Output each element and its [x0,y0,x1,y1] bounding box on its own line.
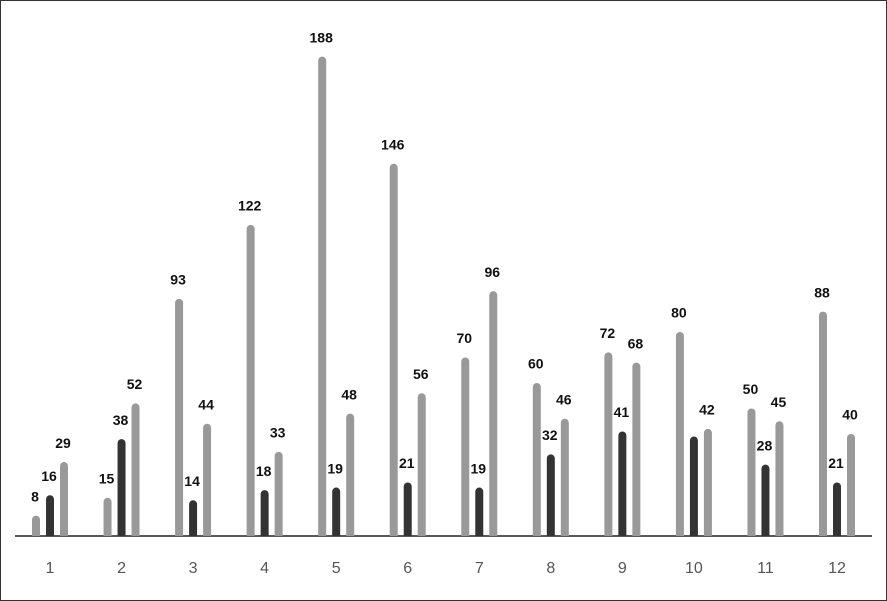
value-label: 21 [828,455,844,471]
value-label: 33 [270,425,286,441]
bar [318,56,327,536]
value-label: 38 [113,412,129,428]
value-label: 19 [470,460,486,476]
x-tick-label: 12 [828,560,846,577]
x-tick-label: 2 [117,560,126,577]
bar [260,490,269,536]
x-tick-label: 3 [189,560,198,577]
bar [461,357,470,536]
bar [417,393,426,536]
value-label: 48 [341,386,357,402]
bar [203,423,212,536]
bar [117,439,126,536]
bar [532,383,541,536]
value-label: 8 [31,488,39,504]
bar [403,482,412,536]
bar [60,462,68,536]
bar [475,487,484,536]
bar [703,428,712,536]
bar [274,451,283,536]
value-label: 15 [99,470,115,486]
value-label: 80 [671,305,687,321]
value-label: 14 [184,473,200,489]
value-label: 60 [528,356,544,372]
x-tick-label: 1 [46,560,55,577]
x-tick-label: 11 [757,560,774,577]
bar [560,418,569,536]
value-label: 45 [771,394,787,410]
bar [346,413,355,536]
bar [819,311,827,536]
bar [189,500,198,536]
bar [847,434,855,536]
bar [747,408,756,536]
bar [332,487,341,536]
bar [689,436,698,536]
value-label: 52 [127,376,143,392]
value-label: 18 [256,463,272,479]
value-label: 93 [170,272,186,288]
value-label: 19 [327,460,343,476]
value-label: 41 [614,404,630,420]
x-tick-label: 5 [332,560,341,577]
value-label: 70 [456,330,472,346]
value-label: 32 [542,427,558,443]
bar [103,497,112,536]
x-tick-label: 8 [546,560,555,577]
value-label: 16 [41,468,57,484]
value-label: 40 [842,407,858,423]
bar [632,362,641,536]
bar [675,332,684,536]
value-label: 56 [413,366,429,382]
bar [489,291,498,536]
bar [761,464,770,536]
bar [604,352,613,536]
value-label: 122 [238,198,262,214]
bar [131,403,140,536]
value-label: 46 [556,391,572,407]
bar [32,515,40,536]
x-tick-label: 7 [475,560,484,577]
value-label: 146 [381,136,405,152]
x-tick-label: 4 [260,560,269,577]
x-tick-label: 6 [403,560,412,577]
value-label: 68 [628,335,644,351]
value-label: 28 [757,437,773,453]
value-label: 88 [814,284,830,300]
value-label: 72 [600,325,616,341]
bar [618,431,627,536]
value-label: 188 [310,29,334,45]
bar [175,298,184,536]
value-label: 44 [198,397,214,413]
bar [775,421,784,536]
bar [833,482,841,536]
bar [389,163,398,536]
value-label: 50 [743,381,759,397]
bar [546,454,555,536]
bar [246,224,255,536]
x-tick-label: 9 [618,560,627,577]
value-label: 42 [699,402,715,418]
value-label: 96 [484,264,500,280]
bar [46,495,54,536]
value-label: 21 [399,455,415,471]
x-tick-label: 10 [685,560,703,577]
value-label: 29 [55,435,71,451]
